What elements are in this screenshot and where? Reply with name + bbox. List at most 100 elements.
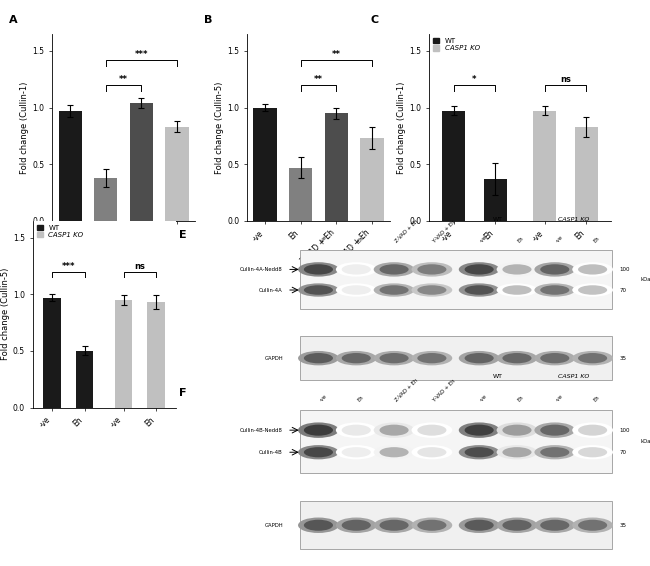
Ellipse shape [411,284,452,297]
Ellipse shape [534,445,575,460]
Text: kDa: kDa [641,439,650,444]
Ellipse shape [411,262,452,277]
Y-axis label: Fold change (Cullin-5): Fold change (Cullin-5) [215,81,224,174]
Ellipse shape [465,520,494,531]
Bar [43,298,61,408]
Ellipse shape [380,424,409,436]
Ellipse shape [540,285,569,295]
Ellipse shape [497,422,538,438]
Ellipse shape [459,422,500,438]
Text: 100: 100 [620,267,630,272]
Bar [484,179,506,221]
Text: Cullin-4A-Nedd8: Cullin-4A-Nedd8 [240,267,283,272]
Text: GAPDH: GAPDH [265,523,283,528]
Text: ns: ns [135,261,145,271]
FancyBboxPatch shape [300,336,612,380]
Ellipse shape [534,284,575,297]
Legend: WT, CASP1 KO: WT, CASP1 KO [432,37,481,52]
Ellipse shape [578,424,607,436]
Text: 70: 70 [620,288,627,293]
Ellipse shape [497,351,538,366]
Ellipse shape [411,445,452,460]
Ellipse shape [497,284,538,297]
Ellipse shape [540,520,569,531]
Text: Eh: Eh [517,395,525,403]
Text: Eh: Eh [356,395,365,403]
Ellipse shape [298,351,339,366]
Text: **: ** [119,75,128,84]
Ellipse shape [502,447,532,457]
Text: Eh: Eh [593,395,601,403]
Ellipse shape [298,445,339,460]
Ellipse shape [578,447,607,457]
Bar [325,113,348,221]
Text: -ve: -ve [479,394,488,403]
Text: *: * [473,75,476,84]
Ellipse shape [304,520,333,531]
Ellipse shape [578,285,607,295]
Ellipse shape [502,264,532,275]
Text: Eh: Eh [593,236,601,244]
Ellipse shape [540,447,569,457]
FancyBboxPatch shape [300,501,612,549]
Text: C: C [370,15,379,25]
Ellipse shape [342,447,370,457]
Text: CASP1 KO: CASP1 KO [558,217,590,222]
Ellipse shape [380,447,409,457]
Bar [94,178,117,221]
Y-axis label: Fold change (Cullin-5): Fold change (Cullin-5) [1,268,10,361]
Bar [130,103,153,221]
Ellipse shape [380,353,409,363]
Ellipse shape [342,285,370,295]
Text: GAPDH: GAPDH [265,355,283,361]
Ellipse shape [465,264,494,275]
Ellipse shape [342,520,370,531]
Text: 100: 100 [620,428,630,432]
Ellipse shape [304,447,333,457]
Ellipse shape [380,285,409,295]
Text: -ve: -ve [555,235,564,244]
Ellipse shape [411,517,452,533]
Text: kDa: kDa [641,277,650,282]
Ellipse shape [380,264,409,275]
Ellipse shape [374,351,415,366]
Ellipse shape [465,447,494,457]
Ellipse shape [417,353,447,363]
Ellipse shape [497,262,538,277]
Text: -ve: -ve [479,235,488,244]
Ellipse shape [459,445,500,460]
Ellipse shape [459,284,500,297]
Ellipse shape [417,447,447,457]
Y-axis label: Fold change (Cullin-1): Fold change (Cullin-1) [20,81,29,174]
Ellipse shape [411,351,452,366]
Ellipse shape [374,445,415,460]
Text: Cullin-4B: Cullin-4B [259,450,283,454]
Text: A: A [9,15,18,25]
Text: Z-VAD + Eh: Z-VAD + Eh [394,219,419,244]
Text: -ve: -ve [318,235,328,244]
Text: B: B [204,15,213,25]
Text: -ve: -ve [318,394,328,403]
Ellipse shape [459,351,500,366]
Text: **: ** [314,75,323,84]
Ellipse shape [572,422,613,438]
Text: 35: 35 [620,523,627,528]
Ellipse shape [534,262,575,277]
Ellipse shape [459,517,500,533]
Ellipse shape [572,351,613,366]
Bar [443,111,465,221]
Ellipse shape [380,520,409,531]
Ellipse shape [417,424,447,436]
Ellipse shape [336,422,376,438]
Ellipse shape [572,445,613,460]
Ellipse shape [534,422,575,438]
Ellipse shape [540,264,569,275]
Ellipse shape [304,353,333,363]
Ellipse shape [304,424,333,436]
Bar [114,300,133,408]
Ellipse shape [298,422,339,438]
Text: Eh: Eh [517,236,525,244]
Ellipse shape [578,520,607,531]
Ellipse shape [465,424,494,436]
Text: ***: *** [62,261,75,271]
